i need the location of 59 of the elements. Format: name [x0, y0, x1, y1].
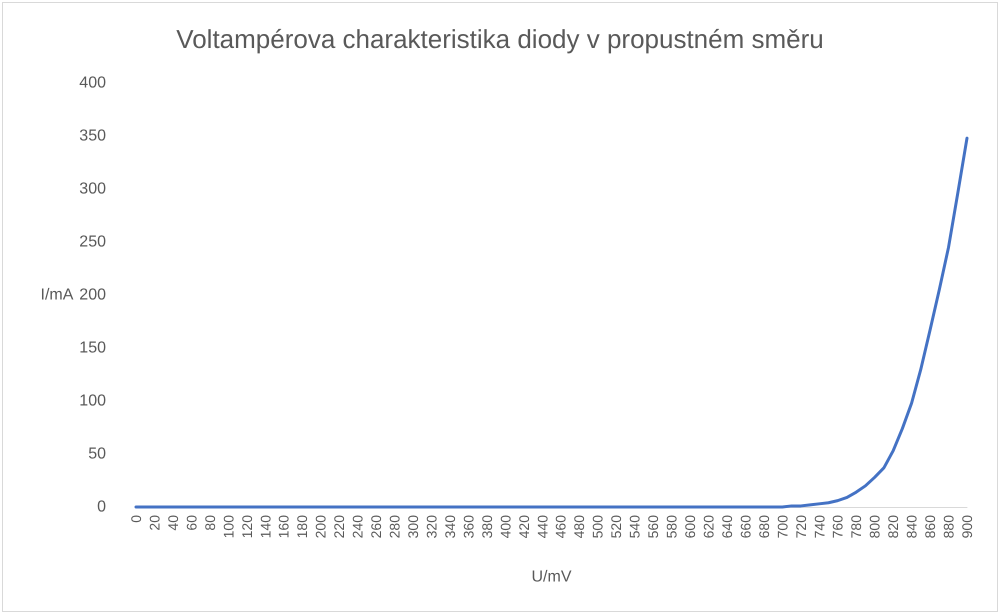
x-tick-label: 60 [183, 514, 200, 531]
y-tick-label: 150 [79, 340, 106, 356]
x-tick-label: 380 [478, 514, 495, 538]
x-axis-title: U/mV [532, 568, 572, 586]
x-tick-label: 40 [164, 514, 181, 531]
x-tick-label: 800 [866, 514, 883, 538]
x-tick-label: 860 [922, 514, 938, 538]
x-tick-label: 620 [700, 514, 716, 538]
y-tick-label: 50 [88, 446, 106, 462]
x-tick-label: 540 [626, 514, 643, 538]
x-tick-label: 400 [497, 514, 514, 538]
x-tick-label: 420 [516, 514, 532, 538]
x-tick-label: 100 [220, 514, 236, 538]
x-tick-label: 80 [202, 514, 218, 531]
x-tick-label: 520 [608, 514, 624, 538]
x-tick-label: 900 [959, 514, 975, 538]
x-tick-label: 340 [442, 514, 458, 538]
y-tick-label: 250 [79, 234, 106, 250]
line-series [134, 136, 968, 508]
x-tick-label: 260 [368, 514, 384, 538]
x-tick-label: 560 [645, 514, 662, 538]
x-tick-label: 140 [257, 514, 274, 538]
x-tick-label: 120 [238, 514, 255, 538]
y-axis-title: I/mA [40, 286, 74, 304]
x-tick-label: 680 [756, 514, 772, 538]
y-tick-label: 200 [79, 286, 106, 304]
x-tick-label: 500 [590, 514, 606, 538]
x-tick-label: 740 [811, 514, 828, 538]
x-tick-label: 720 [792, 514, 809, 538]
x-tick-label: 780 [848, 514, 864, 538]
y-tick-label: 400 [79, 74, 106, 92]
x-tick-label: 0 [128, 514, 144, 523]
x-tick-label: 820 [885, 514, 902, 538]
x-tick-label: 660 [737, 514, 754, 538]
x-tick-label: 480 [571, 514, 588, 538]
x-tick-label: 360 [460, 514, 476, 538]
x-tick-label: 320 [423, 514, 440, 538]
y-tick-label: 350 [79, 128, 106, 144]
x-tick-label: 760 [830, 514, 846, 538]
x-tick-label: 240 [350, 514, 366, 538]
x-tick-label: 700 [774, 514, 790, 538]
x-tick-label: 640 [718, 514, 735, 538]
x-tick-label: 600 [682, 514, 698, 538]
x-tick-label: 880 [940, 514, 957, 538]
x-tick-label: 840 [904, 514, 920, 538]
x-tick-label: 300 [405, 514, 421, 538]
y-tick-label: 100 [79, 392, 106, 410]
x-tick-label: 580 [664, 514, 680, 538]
x-tick-label: 200 [312, 514, 329, 538]
x-tick-label: 220 [331, 514, 348, 538]
x-tick-label: 20 [146, 514, 162, 531]
x-tick-label: 280 [386, 514, 403, 538]
chart-title: Voltampérova charakteristika diody v propustném směru [176, 24, 824, 54]
y-tick-label: 300 [79, 180, 106, 198]
x-tick-label: 180 [294, 514, 310, 538]
x-tick-label: 160 [276, 514, 292, 538]
x-tick-label: 460 [552, 514, 569, 538]
y-tick-label: 0 [97, 498, 106, 516]
x-tick-label: 440 [534, 514, 550, 538]
